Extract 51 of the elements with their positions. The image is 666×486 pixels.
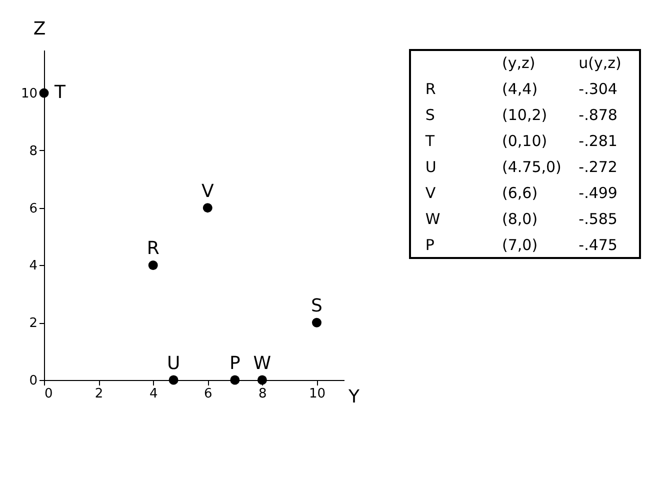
point: [148, 260, 158, 270]
point: [39, 88, 49, 98]
text: -.281: [578, 132, 618, 150]
text: -.499: [578, 184, 618, 202]
text: -.272: [578, 158, 618, 176]
text: -.585: [578, 210, 618, 228]
text: -.475: [578, 236, 618, 254]
annotation: U: [166, 353, 180, 374]
text: W: [425, 210, 440, 228]
text: (8,0): [502, 210, 538, 228]
text: (6,6): [502, 184, 538, 202]
text: (4.75,0): [502, 158, 562, 176]
point: [230, 375, 240, 385]
x-tick-label: 8: [258, 386, 267, 402]
text: -.878: [578, 106, 618, 124]
text: V: [425, 184, 436, 202]
y-axis-title: Z: [33, 18, 46, 40]
y-tick-label: 2: [29, 316, 38, 332]
x-tick-label: 6: [204, 386, 212, 402]
x-tick-label: 2: [94, 386, 104, 402]
annotation: R: [146, 238, 160, 260]
text: (y,z): [502, 54, 536, 72]
point: [312, 318, 322, 328]
y-tick-label: 10: [20, 86, 38, 102]
text: (0,10): [502, 132, 548, 150]
y-tick-label: 4: [29, 258, 38, 274]
text: T: [424, 132, 436, 150]
text: R: [425, 80, 436, 98]
annotation: W: [253, 353, 272, 374]
x-axis-title: Y: [348, 386, 360, 408]
text: (7,0): [502, 236, 538, 254]
annotation: P: [229, 353, 240, 374]
annotation: T: [54, 82, 66, 104]
y-tick-label: 8: [29, 144, 38, 159]
point: [168, 375, 178, 385]
text: (4,4): [502, 80, 538, 98]
text: U: [425, 158, 436, 176]
point: [202, 203, 212, 213]
text: P: [425, 236, 434, 254]
y-tick-label: 6: [29, 201, 38, 216]
annotation: V: [201, 180, 214, 202]
x-tick-label: 4: [149, 386, 158, 402]
text: u(y,z): [578, 54, 622, 72]
x-tick-label: 10: [308, 386, 326, 402]
text: -.304: [578, 80, 618, 98]
point: [257, 375, 267, 385]
y-tick-label: 0: [29, 374, 38, 388]
text: (10,2): [502, 106, 548, 124]
x-tick-label: 0: [44, 386, 53, 402]
text: S: [425, 106, 435, 124]
annotation: S: [311, 296, 322, 317]
